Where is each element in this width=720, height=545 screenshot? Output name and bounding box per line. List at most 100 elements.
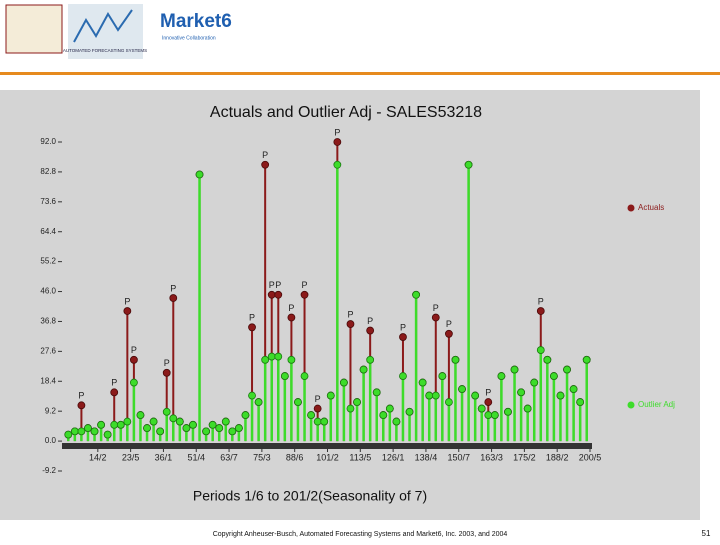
copyright: Copyright Anheuser-Busch, Automated Fore… — [213, 531, 508, 538]
stem-head — [385, 404, 394, 413]
stem-head — [536, 346, 545, 354]
stem-head — [320, 417, 329, 426]
stem-head — [425, 391, 434, 400]
x-tick-label: 200/5 — [579, 452, 602, 462]
stem-head — [77, 401, 86, 410]
x-tick-label: 150/7 — [447, 452, 470, 462]
outlier-label: P — [347, 309, 353, 319]
stem-head — [261, 160, 270, 169]
stem-head — [399, 333, 407, 341]
y-tick-label: 73.6 — [40, 197, 56, 206]
stem-head — [280, 372, 289, 380]
stem-head — [346, 404, 355, 413]
stem-head — [103, 430, 112, 439]
stem-head — [504, 407, 512, 416]
outlier-label: P — [275, 280, 281, 290]
stem-head — [313, 404, 322, 413]
stem-head — [464, 160, 473, 169]
outlier-label: P — [262, 150, 268, 160]
legend-swatch — [627, 204, 635, 212]
stem-head — [346, 320, 355, 328]
outlier-label: P — [78, 391, 84, 401]
stem-head — [175, 417, 184, 426]
stem-head — [90, 427, 99, 436]
outlier-label: P — [269, 280, 275, 290]
stem-head — [182, 424, 191, 432]
stem-head — [379, 411, 388, 419]
stem-head — [189, 420, 197, 429]
stem-head — [431, 391, 440, 400]
stem-head — [458, 385, 466, 393]
stem-head — [451, 355, 460, 364]
stem-head — [438, 372, 447, 380]
outlier-label: P — [315, 394, 321, 404]
logos: AUTOMATED FORECASTING SYSTEMS Market6 In… — [5, 4, 254, 59]
stem-head — [248, 323, 256, 332]
eagle-logo — [5, 4, 63, 54]
outlier-label: P — [367, 316, 373, 326]
x-tick-label: 126/1 — [382, 452, 405, 462]
stem-head — [156, 427, 165, 436]
stem-head — [287, 313, 296, 322]
y-tick-label: 0.0 — [45, 436, 57, 445]
x-tick-label: 163/3 — [480, 452, 503, 462]
outlier-label: P — [400, 322, 406, 332]
afs-logo-text: AUTOMATED FORECASTING SYSTEMS — [63, 48, 147, 53]
market6-logo — [156, 4, 254, 48]
stem-head — [372, 388, 381, 397]
stem-head — [471, 391, 480, 400]
x-tick-label: 113/5 — [349, 452, 371, 462]
outlier-label: P — [538, 296, 544, 306]
outlier-label: P — [433, 303, 439, 313]
x-tick-label: 63/7 — [220, 452, 238, 462]
stem-head — [77, 427, 86, 436]
y-tick-label: 92.0 — [40, 137, 56, 146]
stem-head — [523, 404, 532, 413]
y-tick-label: 9.2 — [45, 406, 57, 415]
y-tick-label: 18.4 — [40, 376, 56, 385]
stem-head — [97, 420, 105, 429]
header-rule — [0, 72, 720, 75]
stem-head — [582, 355, 591, 364]
stem-head — [497, 372, 506, 380]
stem-head — [405, 407, 414, 416]
stem-head — [84, 424, 92, 432]
stem-head — [274, 290, 283, 299]
stem-head — [490, 411, 499, 419]
stem-head — [530, 378, 539, 387]
outlier-label: P — [164, 358, 170, 368]
stem-head — [431, 313, 440, 322]
stem-head — [110, 388, 119, 397]
stem-head — [123, 417, 132, 426]
stem-head — [359, 365, 368, 374]
x-tick-label: 23/5 — [122, 452, 140, 462]
page-number: 51 — [702, 529, 711, 538]
stem-head — [241, 411, 250, 419]
stem-head — [254, 398, 263, 406]
stem-head — [169, 294, 178, 302]
x-tick-label: 36/1 — [155, 452, 173, 462]
stem-head — [169, 414, 178, 423]
stem-head — [208, 420, 217, 429]
stem-head — [267, 290, 276, 299]
stem-head — [162, 368, 171, 377]
x-axis-title: Periods 1/6 to 201/2(Seasonality of 7) — [193, 488, 427, 504]
stem-head — [366, 326, 375, 335]
outlier-label: P — [124, 296, 130, 306]
afs-logo-line — [73, 9, 133, 43]
stem-head — [445, 398, 453, 406]
stem-head — [228, 427, 237, 436]
stem-head — [130, 378, 138, 387]
stem-head — [294, 398, 302, 406]
outlier-label: P — [446, 319, 452, 329]
stem-head — [116, 420, 125, 429]
chart-title: Actuals and Outlier Adj - SALES53218 — [210, 104, 482, 121]
stem-head — [136, 411, 145, 419]
stem-head — [353, 398, 361, 406]
y-tick-label: 36.8 — [40, 317, 56, 326]
stem-head — [221, 417, 230, 426]
stem-head — [399, 372, 407, 380]
x-tick-label: 101/2 — [316, 452, 339, 462]
y-tick-label: 55.2 — [40, 257, 56, 266]
